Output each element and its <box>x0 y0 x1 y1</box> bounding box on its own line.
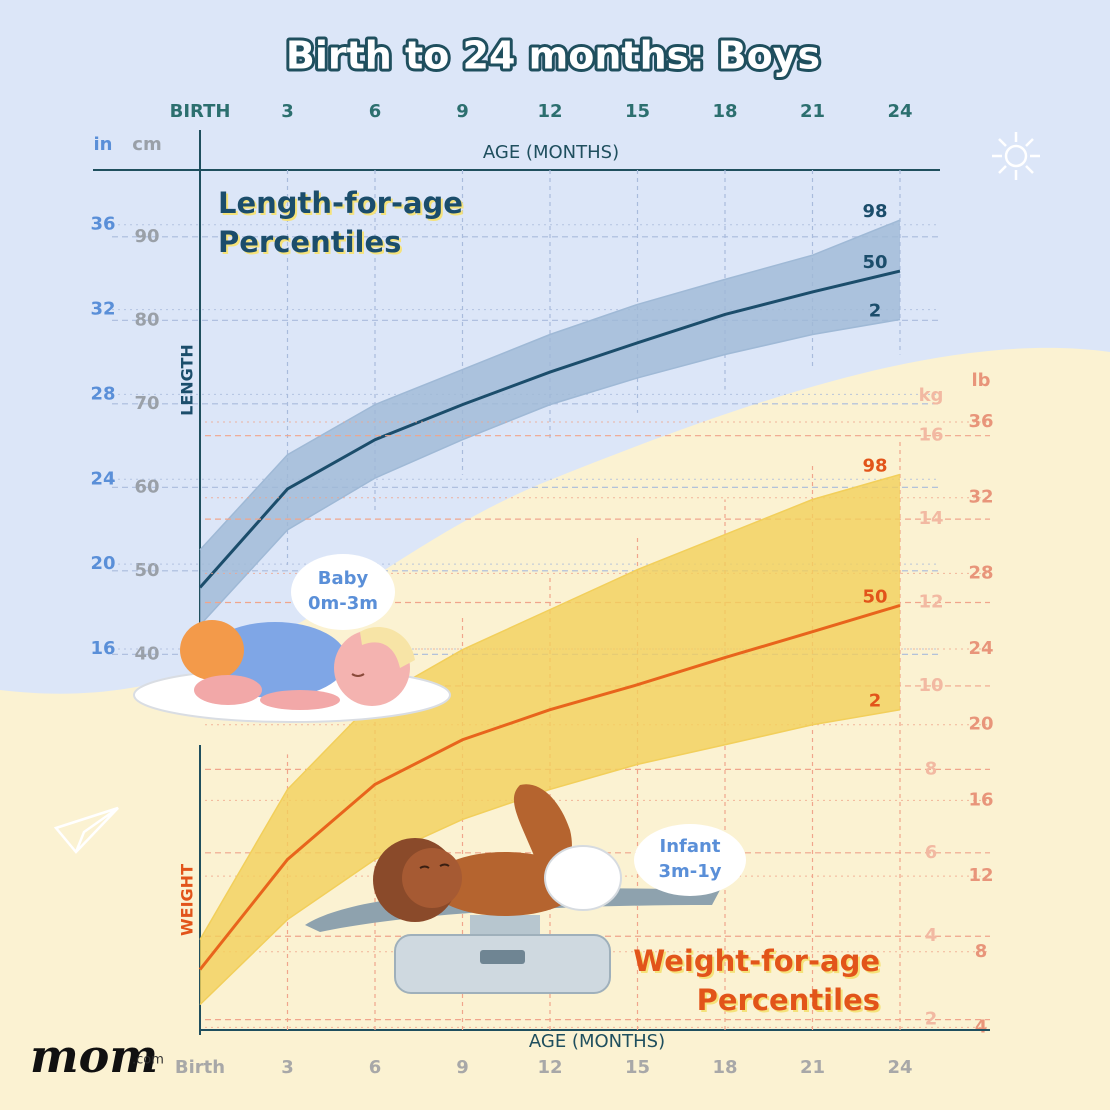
percentile-line <box>199 219 901 551</box>
percentile-line <box>198 604 901 971</box>
y2-unit: lb <box>971 370 990 391</box>
x-tick-label: 24 <box>887 101 912 122</box>
chart-title: Length-for-age <box>218 186 463 220</box>
y2-tick-label: 12 <box>968 865 993 886</box>
y-tick-label: 80 <box>134 309 159 330</box>
bubble-text: 0m-3m <box>308 593 378 614</box>
y-tick-label: 90 <box>134 226 159 247</box>
x-tick-label: 18 <box>712 101 737 122</box>
y-tick-label: 4 <box>925 925 938 946</box>
speech-bubble <box>634 824 746 896</box>
sun-icon <box>992 132 1040 180</box>
logo: mom <box>30 1029 158 1083</box>
y-axis-title: WEIGHT <box>178 864 197 936</box>
x-tick-label: 3 <box>281 101 294 122</box>
percentile-line <box>198 269 901 589</box>
x-tick-label: 12 <box>537 101 562 122</box>
bubble-text: Baby <box>318 568 369 589</box>
y-tick-label: 10 <box>918 675 943 696</box>
x-tick-label: 15 <box>625 1057 650 1078</box>
percentile-label: 98 <box>862 455 887 476</box>
y-tick-label: 16 <box>918 425 943 446</box>
y2-tick-label: 24 <box>90 468 115 489</box>
y2-tick-label: 20 <box>90 553 115 574</box>
y2-tick-label: 20 <box>968 714 993 735</box>
y-tick-label: 6 <box>925 842 938 863</box>
bubble-text: 3m-1y <box>658 861 721 882</box>
x-tick-label: 12 <box>537 1057 562 1078</box>
x-tick-label: 9 <box>456 1057 469 1078</box>
y2-tick-label: 24 <box>968 638 993 659</box>
y2-tick-label: 28 <box>90 383 115 404</box>
x-axis-title: AGE (MONTHS) <box>483 142 619 163</box>
y-tick-label: 50 <box>134 560 159 581</box>
x-tick-label: 6 <box>369 101 382 122</box>
y2-tick-label: 8 <box>975 941 988 962</box>
y-tick-label: 12 <box>918 592 943 613</box>
y-tick-label: 2 <box>925 1009 938 1030</box>
percentile-label: 50 <box>862 252 887 273</box>
x-axis-title: AGE (MONTHS) <box>529 1031 665 1052</box>
illustrations: Baby 0m-3m Infant 3m-1y mom .com Length-… <box>30 186 880 1083</box>
y2-tick-label: 32 <box>90 299 115 320</box>
y2-tick-label: 28 <box>968 562 993 583</box>
y-tick-label: 14 <box>918 508 943 529</box>
y2-unit: in <box>94 134 113 155</box>
y2-tick-label: 36 <box>968 411 993 432</box>
x-tick-label: 21 <box>800 101 825 122</box>
baby-illustration <box>133 620 451 723</box>
x-tick-label: 21 <box>800 1057 825 1078</box>
y-unit: kg <box>919 385 944 406</box>
logo-suffix: .com <box>132 1053 164 1068</box>
y-axis-title: LENGTH <box>178 344 197 416</box>
percentile-line <box>199 708 901 1006</box>
x-tick-label: 24 <box>887 1057 912 1078</box>
percentile-band <box>200 474 900 1005</box>
percentile-line <box>199 473 901 940</box>
y2-tick-label: 36 <box>90 214 115 235</box>
x-tick-label: 15 <box>625 101 650 122</box>
y-tick-label: 60 <box>134 476 159 497</box>
x-tick-label: Birth <box>175 1057 225 1078</box>
x-tick-label: 18 <box>712 1057 737 1078</box>
chart-title: Percentiles <box>218 225 401 259</box>
paper-plane-icon <box>53 806 119 854</box>
chart-title: Percentiles <box>697 983 880 1017</box>
y-tick-label: 8 <box>925 758 938 779</box>
chart-title: Weight-for-age <box>633 944 880 978</box>
y-unit: cm <box>132 134 161 155</box>
x-tick-label: 3 <box>281 1057 294 1078</box>
y2-tick-label: 16 <box>968 789 993 810</box>
y2-tick-label: 32 <box>968 487 993 508</box>
y2-tick-label: 16 <box>90 638 115 659</box>
percentile-label: 2 <box>869 300 882 321</box>
x-tick-label: 6 <box>369 1057 382 1078</box>
x-tick-label: 9 <box>456 101 469 122</box>
percentile-label: 98 <box>862 201 887 222</box>
percentile-label: 2 <box>869 691 882 712</box>
y-tick-label: 70 <box>134 393 159 414</box>
bubble-text: Infant <box>660 836 721 857</box>
main-title: Birth to 24 months: Boys <box>286 34 820 78</box>
y-tick-label: 40 <box>134 643 159 664</box>
percentile-line <box>199 318 901 626</box>
x-tick-label: BIRTH <box>170 101 231 122</box>
scale-illustration <box>305 784 720 994</box>
percentile-band <box>200 220 900 626</box>
y2-tick-label: 4 <box>975 1016 988 1037</box>
speech-bubble <box>291 554 395 630</box>
percentile-label: 50 <box>862 586 887 607</box>
